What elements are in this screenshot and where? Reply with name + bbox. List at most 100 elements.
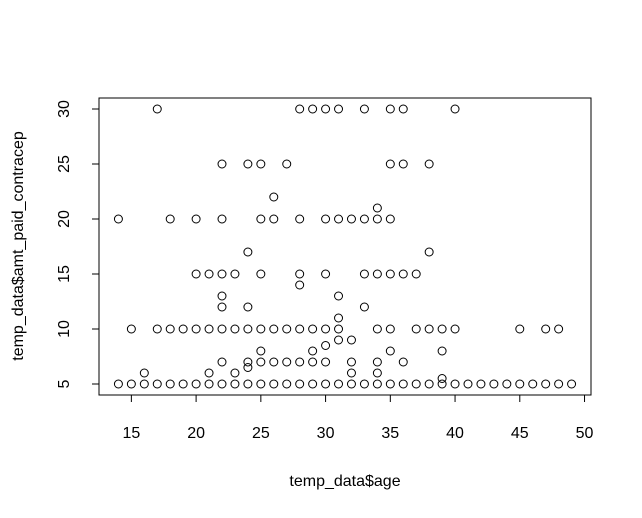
data-point — [372, 203, 382, 213]
x-tick-label: 35 — [381, 425, 399, 442]
data-point — [113, 379, 123, 389]
data-point — [269, 192, 279, 202]
data-point — [217, 159, 227, 169]
data-point — [359, 104, 369, 114]
data-point — [334, 104, 344, 114]
data-point — [321, 379, 331, 389]
data-point — [282, 324, 292, 334]
x-tick-label: 20 — [187, 425, 205, 442]
y-tick-label: 30 — [56, 100, 73, 118]
data-point — [450, 104, 460, 114]
data-point — [165, 379, 175, 389]
data-point — [554, 324, 564, 334]
data-point — [256, 324, 266, 334]
data-point — [398, 159, 408, 169]
data-point — [398, 269, 408, 279]
data-point — [256, 346, 266, 356]
data-point — [243, 324, 253, 334]
data-point — [541, 379, 551, 389]
data-point — [217, 291, 227, 301]
y-tick-label: 5 — [56, 379, 73, 388]
data-point — [424, 324, 434, 334]
data-point — [308, 324, 318, 334]
data-point — [346, 335, 356, 345]
data-point — [359, 269, 369, 279]
data-point — [152, 324, 162, 334]
data-point — [178, 324, 188, 334]
data-point — [554, 379, 564, 389]
data-point — [321, 214, 331, 224]
data-point — [372, 368, 382, 378]
data-point — [372, 379, 382, 389]
data-point — [256, 269, 266, 279]
plot-frame — [98, 97, 592, 396]
y-axis-title: temp_data$amt_paid_contracep — [10, 131, 27, 361]
data-point — [282, 379, 292, 389]
data-point — [334, 291, 344, 301]
data-point — [528, 379, 538, 389]
data-point — [346, 379, 356, 389]
data-point — [126, 324, 136, 334]
data-point — [295, 104, 305, 114]
data-point — [269, 357, 279, 367]
data-point — [437, 346, 447, 356]
data-point — [515, 379, 525, 389]
data-point — [541, 324, 551, 334]
data-point — [269, 214, 279, 224]
data-point — [217, 269, 227, 279]
data-point — [191, 214, 201, 224]
data-point — [282, 159, 292, 169]
data-point — [139, 368, 149, 378]
data-point — [321, 357, 331, 367]
data-point — [463, 379, 473, 389]
data-point — [359, 214, 369, 224]
data-point — [437, 379, 447, 389]
data-point — [398, 104, 408, 114]
data-point — [411, 324, 421, 334]
y-tick-label: 15 — [56, 265, 73, 283]
data-point — [204, 379, 214, 389]
data-point — [515, 324, 525, 334]
data-point — [321, 341, 331, 350]
data-point — [256, 379, 266, 389]
data-point — [385, 159, 395, 169]
data-point — [385, 379, 395, 389]
data-point — [346, 214, 356, 224]
data-point — [295, 280, 305, 290]
data-point — [346, 357, 356, 367]
data-point — [424, 379, 434, 389]
data-point — [308, 379, 318, 389]
data-point — [178, 379, 188, 389]
data-point — [230, 368, 240, 378]
data-point — [567, 379, 577, 389]
data-point — [321, 324, 331, 334]
data-point — [204, 368, 214, 378]
data-point — [126, 379, 136, 389]
data-point — [372, 269, 382, 279]
data-point — [334, 335, 344, 345]
data-point — [476, 379, 486, 389]
y-tick-label: 25 — [56, 155, 73, 173]
data-point — [372, 324, 382, 334]
data-point — [308, 104, 318, 114]
data-point — [295, 214, 305, 224]
data-point — [372, 357, 382, 367]
data-point — [321, 104, 331, 114]
data-point — [295, 357, 305, 367]
data-point — [334, 313, 344, 323]
data-point — [256, 357, 266, 367]
data-point — [437, 374, 447, 383]
data-point — [165, 324, 175, 334]
x-axis-title: temp_data$age — [289, 473, 400, 490]
data-point — [139, 379, 149, 389]
data-point — [269, 379, 279, 389]
data-point — [372, 214, 382, 224]
x-tick-label: 40 — [446, 425, 464, 442]
data-point — [217, 379, 227, 389]
data-point — [191, 269, 201, 279]
data-point — [230, 269, 240, 279]
data-point — [385, 104, 395, 114]
data-point — [308, 357, 318, 367]
data-point — [385, 214, 395, 224]
